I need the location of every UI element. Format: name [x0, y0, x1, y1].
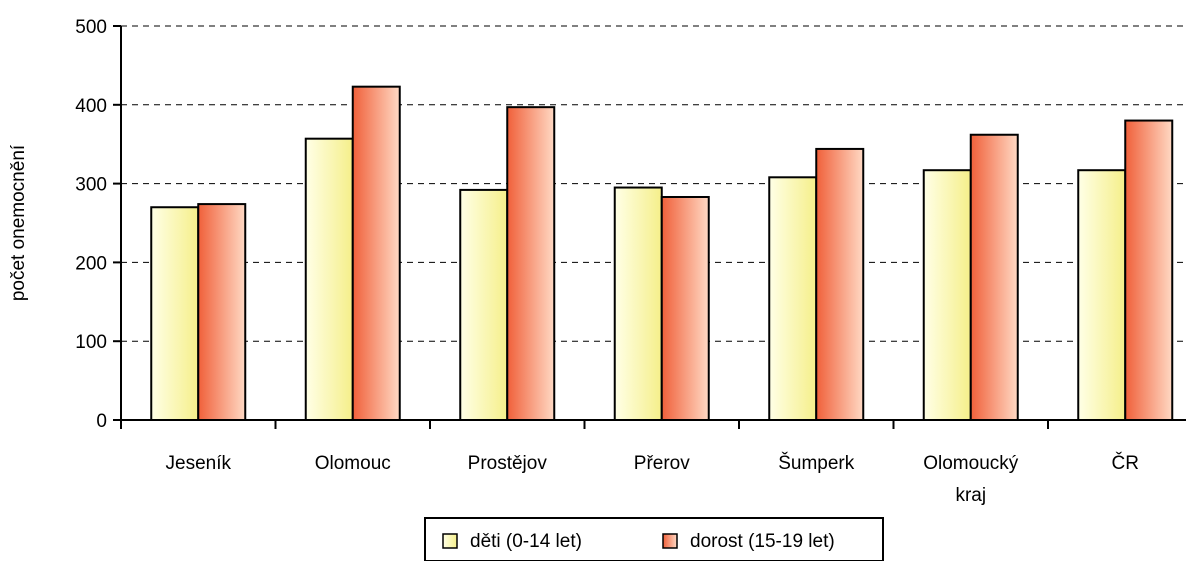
bars [150, 85, 1174, 422]
bar-dorost-1 [351, 85, 401, 422]
y-tick-label-200: 200 [75, 253, 107, 274]
bar-deti-3 [613, 186, 663, 421]
legend: děti (0-14 let) dorost (15-19 let) [424, 517, 884, 561]
bar-deti-1 [304, 137, 354, 422]
y-tick-label-400: 400 [75, 96, 107, 117]
y-tick-label-0: 0 [96, 411, 107, 432]
legend-box [424, 517, 884, 561]
bar-dorost-5 [969, 133, 1019, 422]
bar-dorost-4 [815, 147, 865, 421]
bar-deti-4 [768, 176, 818, 421]
bar-deti-5 [922, 169, 972, 421]
x-category-label-4: Šumperk [778, 452, 855, 474]
y-tick-label-500: 500 [75, 17, 107, 38]
bar-dorost-3 [660, 195, 710, 421]
x-category-label-3: Přerov [634, 453, 690, 474]
x-category-label-2: Prostějov [468, 453, 548, 474]
y-tick-label-300: 300 [75, 175, 107, 196]
legend-swatch-deti [442, 533, 458, 549]
x-category-label-5-line-0: Olomoucký [923, 453, 1019, 474]
x-category-label-5-line-1: kraj [955, 485, 986, 506]
bar-dorost-0 [197, 203, 247, 421]
legend-label-dorost: dorost (15-19 let) [690, 531, 835, 552]
bar-deti-2 [459, 188, 509, 421]
x-category-label-6: ČR [1112, 452, 1139, 474]
y-tick-label-100: 100 [75, 332, 107, 353]
tick-labels: 0 100 200 300 400 500 Jeseník Olomouc Prostějov P… [75, 17, 1139, 506]
legend-swatch-dorost [662, 533, 678, 549]
axes [113, 25, 1186, 429]
bar-dorost-6 [1124, 119, 1174, 421]
legend-label-deti: děti (0-14 let) [470, 531, 582, 552]
x-category-label-1: Olomouc [315, 453, 391, 474]
bar-deti-6 [1077, 169, 1127, 421]
bar-deti-0 [150, 206, 200, 421]
y-axis-title: počet onemocnění [8, 144, 29, 301]
x-category-label-0: Jeseník [166, 453, 232, 474]
bar-dorost-2 [506, 106, 556, 421]
